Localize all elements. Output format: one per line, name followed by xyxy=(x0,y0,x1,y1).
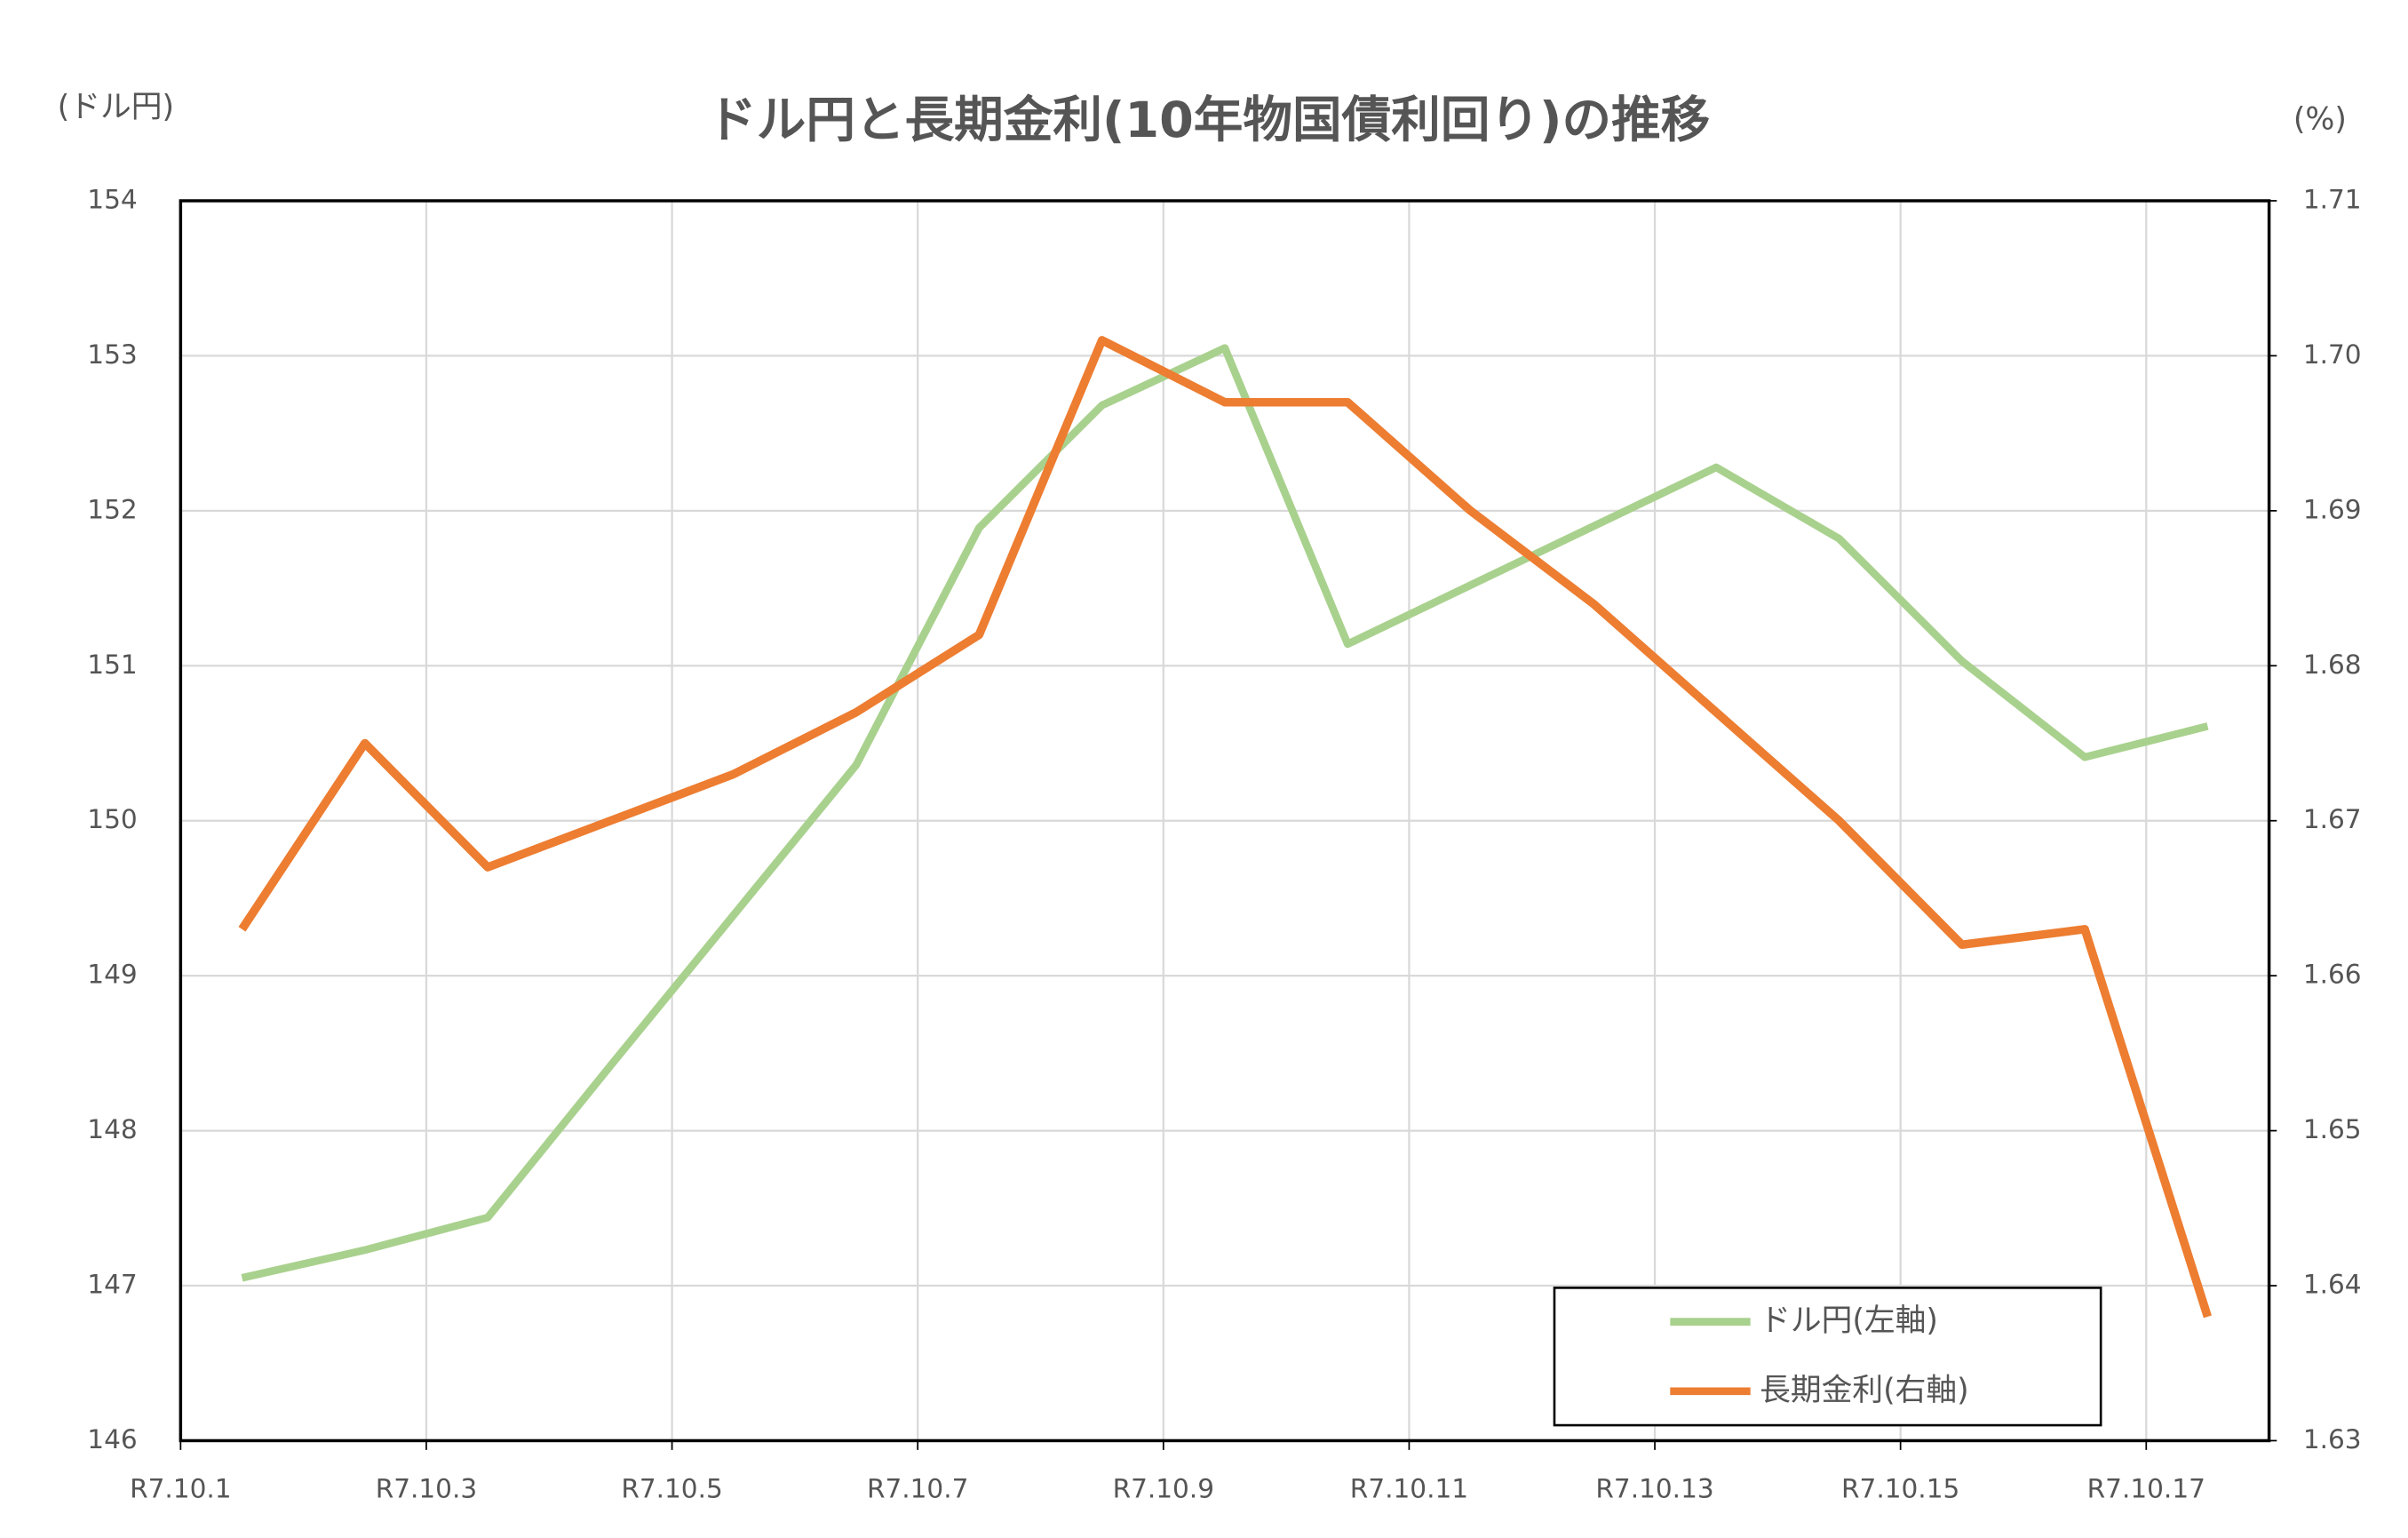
x-tick-label: R7.10.13 xyxy=(1595,1474,1713,1504)
y-axis-label: (ドル円) xyxy=(58,90,174,125)
x-tick-label: R7.10.11 xyxy=(1350,1474,1468,1504)
y2-tick-label: 1.70 xyxy=(2303,339,2362,370)
legend-box xyxy=(1553,1287,2102,1427)
y2-tick-label: 1.71 xyxy=(2303,184,2362,214)
series-line xyxy=(238,336,2213,1319)
y-tick-label: 154 xyxy=(87,184,137,214)
x-tick-label: R7.10.17 xyxy=(2087,1474,2205,1504)
y-tick-label: 149 xyxy=(87,960,137,990)
y2-tick-label: 1.69 xyxy=(2303,494,2362,524)
y2-tick-label: 1.68 xyxy=(2303,649,2362,680)
x-tick-label: R7.10.9 xyxy=(1113,1474,1214,1504)
y-tick-label: 153 xyxy=(87,339,137,370)
x-tick-label: R7.10.15 xyxy=(1841,1474,1959,1504)
y-tick-label: 147 xyxy=(87,1270,137,1300)
y2-tick-label: 1.67 xyxy=(2303,804,2362,834)
chart-title: ドル円と長期金利(10年物国債利回り)の推移 xyxy=(707,92,1710,149)
y2-axis-label: (%) xyxy=(2293,102,2347,138)
y2-tick-label: 1.64 xyxy=(2303,1270,2362,1300)
y2-tick-label: 1.65 xyxy=(2303,1114,2362,1144)
y-tick-label: 152 xyxy=(87,494,137,524)
legend-label: ドル円(左軸) xyxy=(1760,1303,1938,1339)
x-tick-label: R7.10.1 xyxy=(130,1474,231,1504)
y-tick-label: 146 xyxy=(87,1424,137,1454)
y-tick-label: 150 xyxy=(87,804,137,834)
y-tick-label: 148 xyxy=(87,1114,137,1144)
y2-tick-label: 1.63 xyxy=(2303,1424,2362,1454)
x-tick-label: R7.10.5 xyxy=(621,1474,722,1504)
y2-tick-label: 1.66 xyxy=(2303,960,2362,990)
legend-label: 長期金利(右軸) xyxy=(1760,1373,1969,1408)
x-tick-label: R7.10.3 xyxy=(376,1474,477,1504)
series-line xyxy=(241,344,2209,1282)
y-tick-label: 151 xyxy=(87,649,137,680)
x-tick-label: R7.10.7 xyxy=(867,1474,968,1504)
